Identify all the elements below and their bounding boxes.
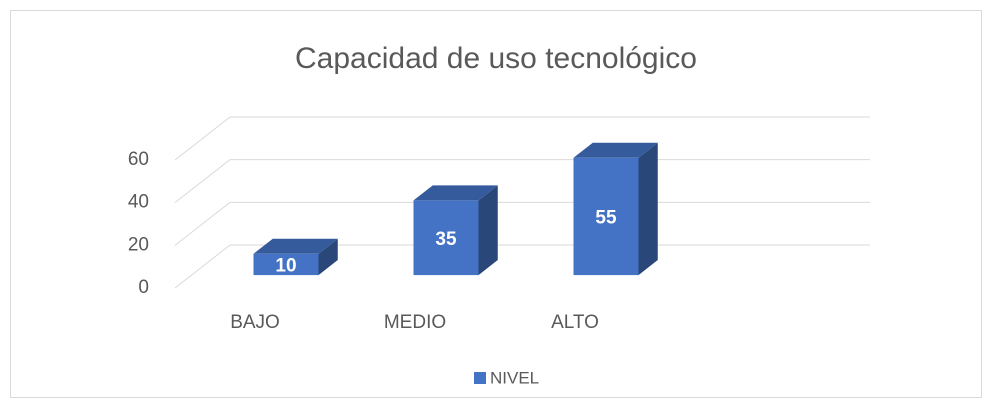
data-label: 10 bbox=[275, 255, 296, 276]
y-tick-label: 0 bbox=[138, 277, 149, 298]
bar bbox=[573, 157, 639, 276]
y-tick-label: 60 bbox=[128, 149, 149, 170]
bar-side bbox=[638, 142, 658, 276]
bar-top bbox=[573, 142, 658, 158]
y-tick-label: 20 bbox=[128, 234, 149, 255]
x-tick-label: ALTO bbox=[551, 312, 599, 333]
x-tick-label: MEDIO bbox=[384, 312, 446, 333]
y-tick-label: 40 bbox=[128, 192, 149, 213]
grid-line bbox=[174, 116, 870, 161]
x-tick-label: BAJO bbox=[230, 312, 280, 333]
bar-top bbox=[413, 185, 498, 201]
legend-swatch bbox=[474, 372, 486, 384]
bar-side bbox=[478, 185, 498, 276]
bar bbox=[253, 253, 319, 276]
bar-side bbox=[318, 238, 338, 276]
data-label: 55 bbox=[595, 207, 617, 228]
bar bbox=[413, 200, 479, 276]
legend-label: NIVEL bbox=[490, 368, 539, 387]
chart-title: Capacidad de uso tecnológico bbox=[295, 42, 697, 75]
bar-top bbox=[253, 238, 338, 254]
data-label: 35 bbox=[435, 229, 457, 250]
